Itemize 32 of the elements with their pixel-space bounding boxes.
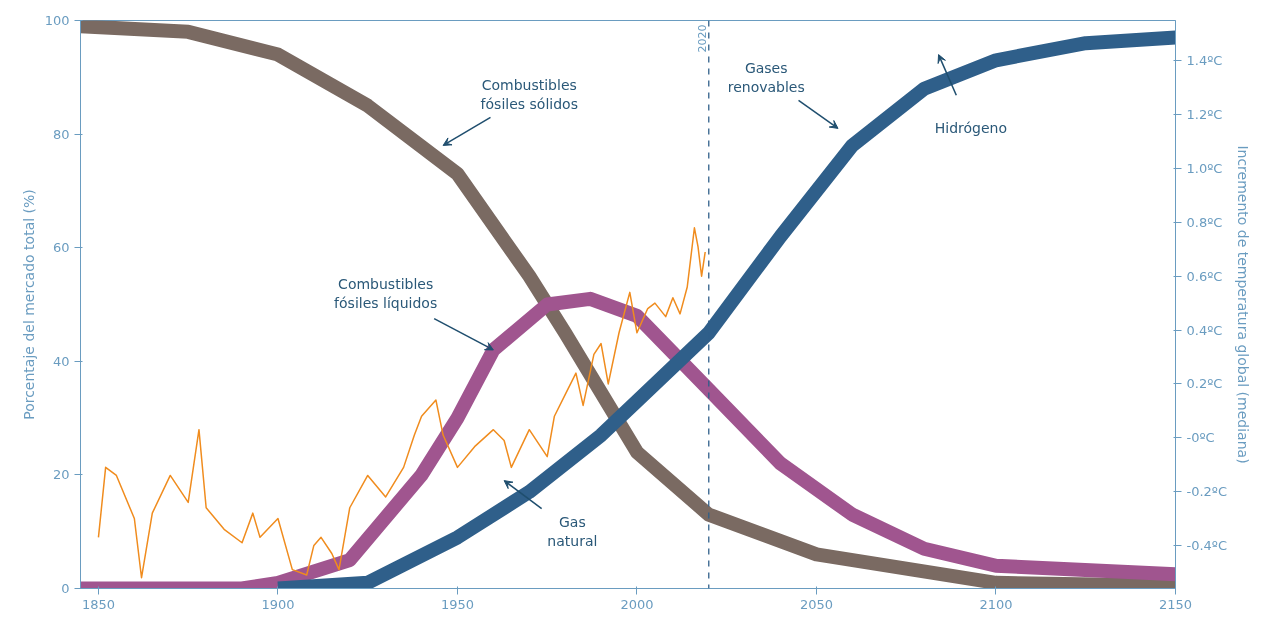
y2-tick-label: -0.4ºC (1186, 537, 1228, 553)
annotation: Combustibles fósiles sólidos (480, 76, 578, 112)
y2-tick-label: 0.6ºC (1186, 268, 1223, 284)
y-tick-label: 40 (52, 353, 70, 369)
y2-tick-label: 0.2ºC (1186, 376, 1223, 392)
x-tick-label: 2000 (620, 596, 654, 612)
y-tick-label: 0 (61, 581, 70, 596)
x-tick-label: 1900 (261, 596, 295, 612)
annotation: Combustibles fósiles líquidos (334, 275, 438, 311)
y-tick-label: 20 (52, 467, 70, 483)
y-axis-title: Porcentaje del mercado total (%) (20, 189, 37, 420)
y2-axis-title: Incremento de temperatura global (mediana) (1235, 145, 1252, 464)
x-tick-label: 2150 (1158, 596, 1193, 612)
y2-tick-label: 0.4ºC (1186, 322, 1223, 338)
y2-tick-label: -0ºC (1186, 430, 1215, 446)
y2-tick-label: 1.2ºC (1186, 107, 1223, 123)
y2-tick-label: 1.4ºC (1186, 53, 1223, 69)
annotation: Hidrógeno (934, 120, 1007, 137)
line-series (97, 227, 706, 579)
y2-tick-label: 0.8ºC (1186, 214, 1223, 230)
annotation: Gases renovables (727, 59, 805, 95)
y-tick-label: 100 (44, 13, 70, 28)
x-tick-label: 2050 (799, 596, 834, 612)
y-tick-label: 80 (52, 126, 70, 142)
x-tick-label: 1850 (81, 596, 115, 612)
y2-tick-label: -0.2ºC (1186, 484, 1228, 500)
x-tick-label: 2100 (979, 596, 1013, 612)
y-tick-label: 60 (52, 240, 70, 256)
x-tick-label: 1950 (440, 596, 475, 612)
annotation: Gas natural (547, 514, 598, 550)
y2-tick-label: 1.0ºC (1186, 161, 1223, 177)
ref-line-label: 2020 (695, 24, 709, 53)
